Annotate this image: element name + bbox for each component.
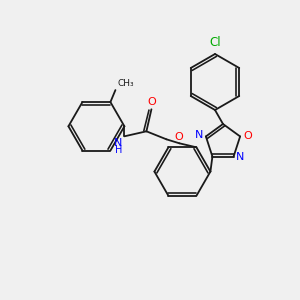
Text: N: N — [236, 152, 244, 162]
Text: N: N — [194, 130, 203, 140]
Text: CH₃: CH₃ — [117, 79, 134, 88]
Text: O: O — [174, 132, 183, 142]
Text: N: N — [114, 138, 122, 148]
Text: H: H — [115, 145, 122, 155]
Text: O: O — [243, 131, 252, 141]
Text: Cl: Cl — [209, 36, 221, 49]
Text: O: O — [147, 97, 156, 107]
